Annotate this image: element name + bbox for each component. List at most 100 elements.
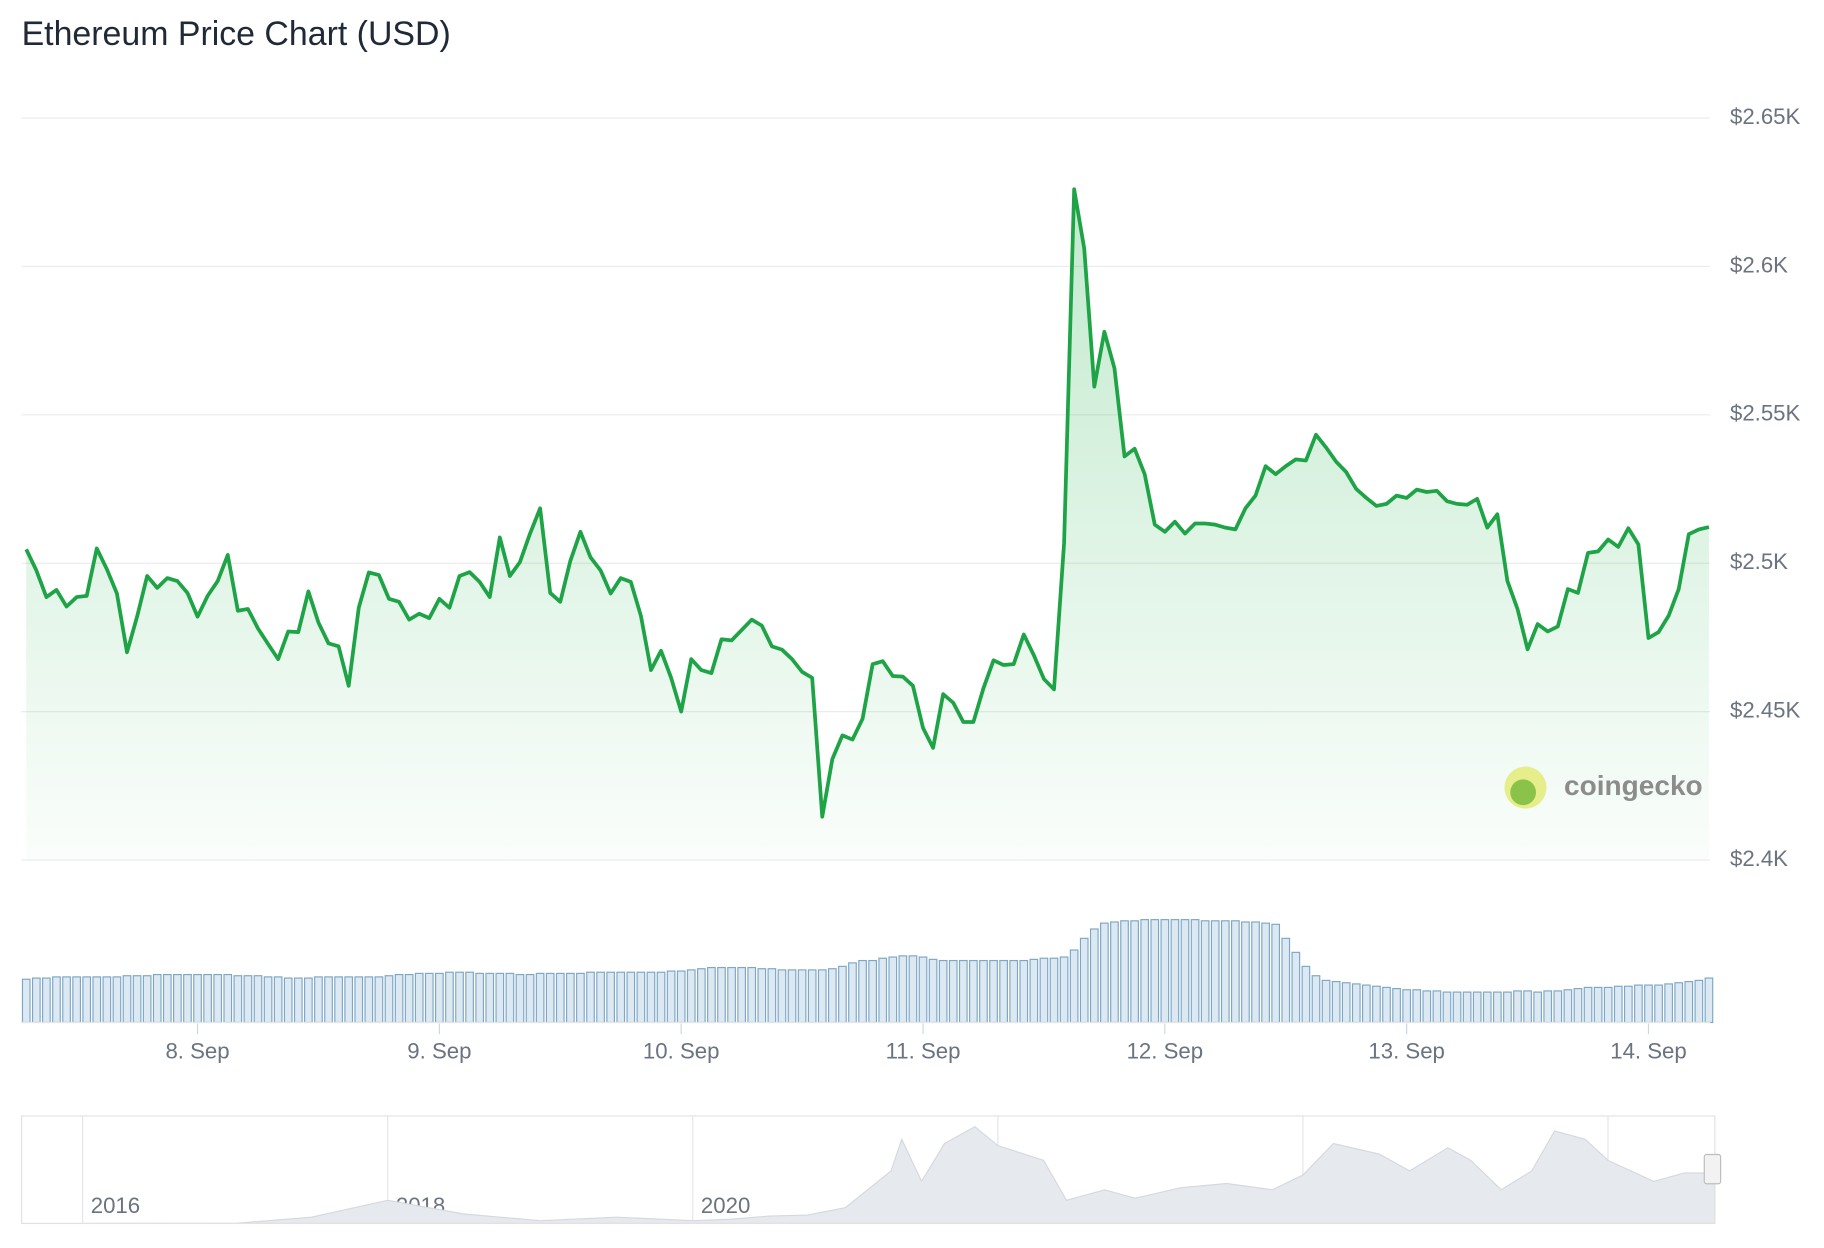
- volume-bar: [82, 976, 92, 1024]
- volume-bar: [545, 972, 555, 1024]
- volume-bar: [495, 972, 505, 1024]
- x-tick-label: 11. Sep: [886, 1039, 961, 1064]
- volume-bar: [1563, 989, 1573, 1024]
- volume-bar: [727, 966, 736, 1024]
- volume-bar: [1160, 919, 1170, 1024]
- volume-bar: [888, 956, 898, 1024]
- volume-bar: [1039, 957, 1049, 1024]
- volume-bar: [1069, 949, 1079, 1024]
- volume-bar: [999, 959, 1008, 1024]
- volume-bar: [535, 972, 545, 1024]
- volume-bar: [908, 955, 918, 1024]
- volume-bar: [1674, 982, 1684, 1024]
- volume-bar: [293, 977, 303, 1024]
- volume-bar: [676, 970, 686, 1024]
- volume-bar: [586, 971, 595, 1024]
- navigator-tick-label: 2020: [701, 1193, 750, 1218]
- volume-bar: [162, 973, 172, 1024]
- volume-bar: [1372, 985, 1381, 1024]
- volume-bar: [1573, 988, 1583, 1024]
- volume-bar: [747, 966, 757, 1024]
- volume-bar: [445, 971, 454, 1024]
- volume-bar: [1120, 920, 1129, 1024]
- y-tick-label: $2.65K: [1730, 104, 1801, 129]
- volume-bar: [253, 975, 263, 1024]
- volume-bar: [1200, 920, 1210, 1024]
- volume-bar: [858, 959, 867, 1024]
- volume-bar: [1210, 920, 1220, 1024]
- volume-bar: [565, 972, 575, 1024]
- volume-bar: [1654, 984, 1663, 1024]
- volume-bar: [1321, 979, 1331, 1024]
- volume-bar: [928, 958, 938, 1024]
- volume-bar: [1231, 920, 1240, 1024]
- volume-bar: [1523, 990, 1532, 1024]
- volume-bar: [1341, 982, 1351, 1024]
- volume-bar: [92, 976, 102, 1024]
- volume-bar: [1452, 991, 1462, 1024]
- y-tick-label: $2.45K: [1730, 697, 1801, 722]
- volume-bar: [696, 968, 706, 1024]
- volume-bar: [1402, 989, 1412, 1024]
- volume-bar: [193, 973, 202, 1024]
- y-tick-label: $2.4K: [1730, 846, 1788, 871]
- volume-bar: [283, 977, 293, 1024]
- volume-bar: [152, 973, 162, 1024]
- volume-bar: [787, 969, 797, 1024]
- volume-bar: [1392, 988, 1401, 1024]
- volume-bar: [1664, 983, 1674, 1024]
- volume-bar: [1150, 919, 1160, 1024]
- volume-bar: [898, 955, 908, 1024]
- volume-bar: [555, 972, 565, 1024]
- volume-bar: [1503, 991, 1512, 1024]
- x-tick-label: 10. Sep: [643, 1039, 720, 1064]
- price-line: [24, 187, 1710, 819]
- volume-bar: [626, 971, 636, 1024]
- x-tick-label: 14. Sep: [1610, 1039, 1686, 1064]
- x-tick-label: 13. Sep: [1368, 1039, 1444, 1064]
- volume-bar: [1593, 986, 1603, 1024]
- volume-bar: [1634, 984, 1643, 1024]
- volume-bar: [31, 977, 41, 1024]
- x-tick-label: 12. Sep: [1127, 1039, 1204, 1064]
- volume-bar: [1019, 959, 1029, 1024]
- volume-bar: [435, 972, 444, 1024]
- volume-bar: [596, 971, 605, 1024]
- volume-bar: [142, 975, 152, 1024]
- volume-bar: [515, 973, 525, 1024]
- volume-bar: [707, 966, 716, 1024]
- volume-bar: [1704, 977, 1714, 1024]
- volume-bar: [838, 965, 847, 1024]
- volume-bar: [777, 969, 787, 1024]
- volume-bar: [878, 957, 888, 1024]
- volume-bar: [1251, 921, 1260, 1024]
- volume-bar: [1492, 991, 1502, 1024]
- volume-bar: [807, 969, 817, 1024]
- volume-bar: [263, 976, 273, 1024]
- volume-bar: [273, 976, 283, 1024]
- volume-bar: [173, 973, 182, 1024]
- volume-bar: [505, 972, 515, 1024]
- y-tick-label: $2.55K: [1730, 401, 1801, 426]
- volume-bar: [344, 976, 354, 1024]
- navigator-handle[interactable]: [1703, 1153, 1722, 1185]
- volume-bar: [404, 973, 414, 1024]
- volume-bar: [62, 976, 71, 1024]
- volume-bar: [1291, 951, 1301, 1024]
- volume-bar: [1694, 979, 1704, 1024]
- price-area: [26, 189, 1709, 861]
- volume-bar: [989, 959, 998, 1024]
- volume-bar: [1613, 985, 1623, 1024]
- volume-bar: [455, 971, 464, 1024]
- volume-bar: [1241, 921, 1250, 1024]
- volume-bar: [1422, 990, 1432, 1024]
- volume-bar: [1533, 991, 1543, 1024]
- y-tick-label: $2.5K: [1730, 549, 1788, 574]
- volume-bar: [1513, 990, 1522, 1024]
- volume-bar: [72, 976, 81, 1024]
- volume-bar: [1029, 958, 1039, 1024]
- volume-bar: [42, 977, 51, 1024]
- volume-bar: [394, 973, 404, 1024]
- volume-bar: [1331, 980, 1341, 1024]
- volume-bar: [1482, 991, 1492, 1024]
